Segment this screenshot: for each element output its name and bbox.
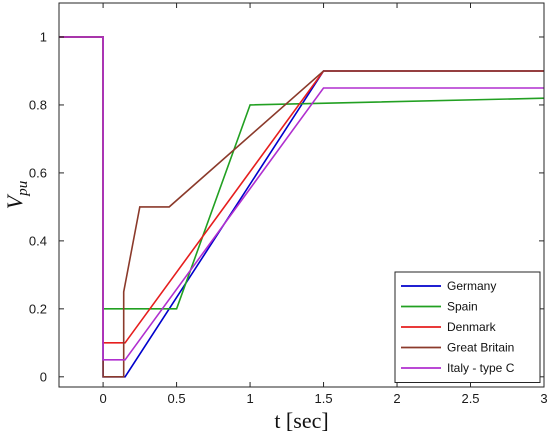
series-line-italy-type-c	[59, 36, 544, 361]
y-axis-label: Vpu	[2, 181, 31, 209]
legend-entry-label: Germany	[447, 279, 496, 293]
y-axis-label-main: V	[2, 193, 27, 209]
legend-entry-label: Italy - type C	[447, 361, 515, 375]
x-tick-label: 1	[246, 391, 253, 406]
y-tick-label: 0.6	[29, 165, 47, 180]
axis-ticks: 0 0.5 1 1.5 2 2.5 3 0 0.2 0.4 0.6 0.8 1	[29, 3, 548, 406]
legend-entry-label: Great Britain	[447, 341, 514, 355]
legend-entry-label: Spain	[447, 300, 478, 314]
x-tick-label: 0	[99, 391, 106, 406]
legend: Germany Spain Denmark Great Britain Italy - …	[394, 271, 541, 383]
axis-labels: t [sec] Vpu	[2, 181, 329, 433]
series-line-spain	[59, 36, 545, 310]
x-tick-label: 3	[540, 391, 547, 406]
y-tick-label: 0.2	[29, 301, 47, 316]
x-tick-label: 2.5	[461, 391, 479, 406]
x-tick-label: 2	[393, 391, 400, 406]
x-tick-label: 1.5	[315, 391, 333, 406]
axes-frame	[58, 2, 545, 388]
y-tick-label: 0.4	[29, 233, 47, 248]
x-axis-label: t [sec]	[274, 408, 328, 433]
y-tick-label: 1	[40, 29, 47, 44]
y-axis-label-subscript: pu	[15, 181, 31, 197]
plot-area	[58, 2, 545, 388]
legend-entry-label: Denmark	[447, 320, 497, 334]
x-tick-label: 0.5	[168, 391, 186, 406]
y-tick-label: 0.8	[29, 97, 47, 112]
y-tick-label: 0	[40, 369, 47, 384]
